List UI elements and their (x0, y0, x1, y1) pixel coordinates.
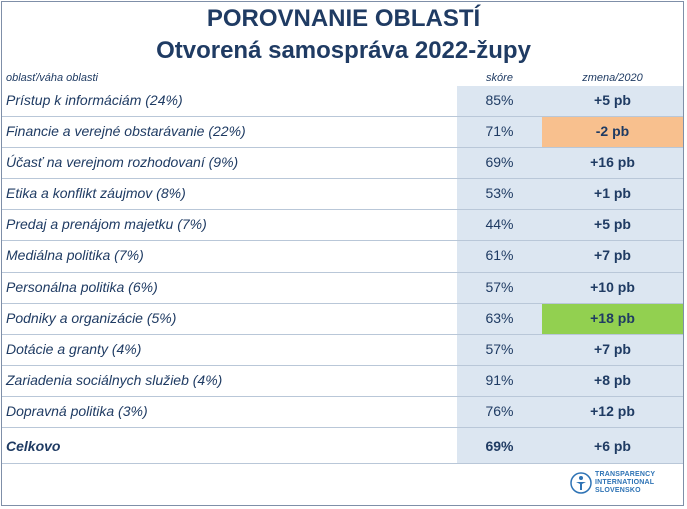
table-row: Dotácie a granty (4%) 57% +7 pb (2, 334, 683, 366)
score-cell: 85% (457, 86, 542, 117)
table-row: Dopravná politika (3%) 76% +12 pb (2, 396, 683, 429)
page-subtitle: Otvorená samospráva 2022-župy (156, 37, 531, 64)
column-header-area: oblasť/váha oblasti (6, 72, 98, 84)
table-row: Prístup k informáciám (24%) 85% +5 pb (2, 86, 683, 118)
score-cell: 53% (457, 179, 542, 210)
logo-line: SLOVENSKO (595, 487, 641, 494)
comparison-table: Prístup k informáciám (24%) 85% +5 pb Fi… (2, 86, 683, 465)
change-cell: +5 pb (542, 86, 683, 117)
table-row: Účasť na verejnom rozhodovaní (9%) 69% +… (2, 148, 683, 180)
change-cell: +1 pb (542, 179, 683, 210)
score-cell: 57% (457, 334, 542, 365)
score-cell: 57% (457, 272, 542, 303)
area-cell: Etika a konflikt záujmov (8%) (6, 185, 186, 202)
logo-line: INTERNATIONAL (595, 479, 655, 486)
table-row: Mediálna politika (7%) 61% +7 pb (2, 241, 683, 273)
area-cell: Financie a verejné obstarávanie (22%) (6, 123, 246, 140)
score-cell: 61% (457, 241, 542, 272)
area-cell: Mediálna politika (7%) (6, 247, 144, 264)
change-cell: +5 pb (542, 210, 683, 241)
column-header-change: zmena/2020 (582, 72, 643, 84)
score-cell: 91% (457, 365, 542, 396)
area-cell: Prístup k informáciám (24%) (6, 92, 183, 108)
score-cell: 76% (457, 396, 542, 428)
area-cell: Zariadenia sociálnych služieb (4%) (6, 371, 223, 388)
table-row: Financie a verejné obstarávanie (22%) 71… (2, 117, 683, 149)
page-title: POROVNANIE OBLASTÍ (206, 5, 481, 32)
area-cell: Podniky a organizácie (5%) (6, 309, 177, 326)
change-cell: +7 pb (542, 241, 683, 272)
table-row: Zariadenia sociálnych služieb (4%) 91% +… (2, 365, 683, 397)
area-cell: Dotácie a granty (4%) (6, 340, 142, 357)
score-cell: 63% (457, 303, 542, 334)
column-header-score: skóre (486, 72, 513, 84)
area-cell: Personálna politika (6%) (6, 278, 158, 295)
table-row: Predaj a prenájom majetku (7%) 44% +5 pb (2, 210, 683, 242)
area-cell: Predaj a prenájom majetku (7%) (6, 216, 207, 233)
logo-line: TRANSPARENCY (595, 471, 656, 478)
change-cell: +12 pb (542, 396, 683, 428)
total-row: Celkovo 69% +6 pb (2, 428, 683, 465)
change-cell: +16 pb (542, 148, 683, 179)
area-cell: Účasť na verejnom rozhodovaní (9%) (6, 154, 239, 171)
area-cell: Dopravná politika (3%) (6, 402, 148, 419)
change-cell: +8 pb (542, 365, 683, 396)
total-score: 69% (457, 428, 542, 464)
score-cell: 71% (457, 117, 542, 148)
table-row: Personálna politika (6%) 57% +10 pb (2, 272, 683, 304)
change-cell: +10 pb (542, 272, 683, 303)
total-change: +6 pb (542, 428, 683, 464)
change-cell-negative: -2 pb (542, 117, 683, 148)
score-cell: 44% (457, 210, 542, 241)
globe-person-icon (570, 472, 592, 494)
logo-text: TRANSPARENCY INTERNATIONAL SLOVENSKO (595, 471, 655, 495)
table-row: Podniky a organizácie (5%) 63% +18 pb (2, 303, 683, 335)
table-row: Etika a konflikt záujmov (8%) 53% +1 pb (2, 179, 683, 211)
change-cell: +7 pb (542, 334, 683, 365)
transparency-international-logo: TRANSPARENCY INTERNATIONAL SLOVENSKO (570, 470, 670, 500)
total-label: Celkovo (6, 438, 61, 455)
score-cell: 69% (457, 148, 542, 179)
change-cell-best: +18 pb (542, 303, 683, 334)
